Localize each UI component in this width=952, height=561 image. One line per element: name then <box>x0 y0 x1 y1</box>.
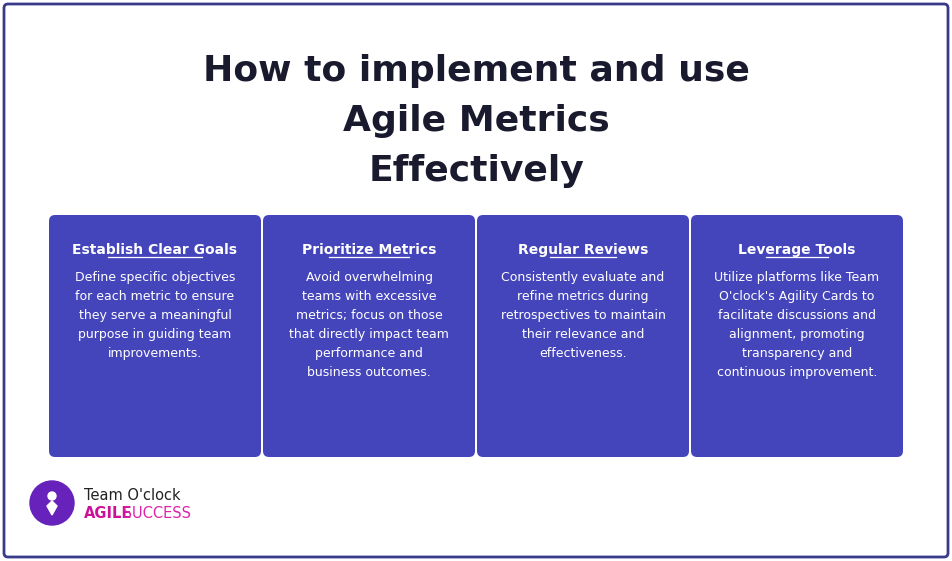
FancyBboxPatch shape <box>691 215 903 457</box>
Polygon shape <box>47 501 57 515</box>
FancyBboxPatch shape <box>263 215 475 457</box>
Text: Define specific objectives
for each metric to ensure
they serve a meaningful
pur: Define specific objectives for each metr… <box>75 271 235 360</box>
FancyBboxPatch shape <box>477 215 689 457</box>
Text: SUCCESS: SUCCESS <box>118 505 191 521</box>
Text: Establish Clear Goals: Establish Clear Goals <box>72 243 237 257</box>
Circle shape <box>30 481 74 525</box>
Text: Leverage Tools: Leverage Tools <box>739 243 856 257</box>
Text: Prioritize Metrics: Prioritize Metrics <box>302 243 436 257</box>
Text: Effectively: Effectively <box>368 154 584 188</box>
Text: How to implement and use: How to implement and use <box>203 54 749 88</box>
Text: Regular Reviews: Regular Reviews <box>518 243 648 257</box>
FancyBboxPatch shape <box>49 215 261 457</box>
Text: Agile Metrics: Agile Metrics <box>343 104 609 138</box>
FancyBboxPatch shape <box>4 4 948 557</box>
Text: Consistently evaluate and
refine metrics during
retrospectives to maintain
their: Consistently evaluate and refine metrics… <box>501 271 665 360</box>
Circle shape <box>48 492 56 500</box>
Text: Team O'clock: Team O'clock <box>84 488 181 503</box>
Text: Avoid overwhelming
teams with excessive
metrics; focus on those
that directly im: Avoid overwhelming teams with excessive … <box>289 271 449 379</box>
Text: Utilize platforms like Team
O'clock's Agility Cards to
facilitate discussions an: Utilize platforms like Team O'clock's Ag… <box>714 271 880 379</box>
Text: AGILE: AGILE <box>84 505 132 521</box>
